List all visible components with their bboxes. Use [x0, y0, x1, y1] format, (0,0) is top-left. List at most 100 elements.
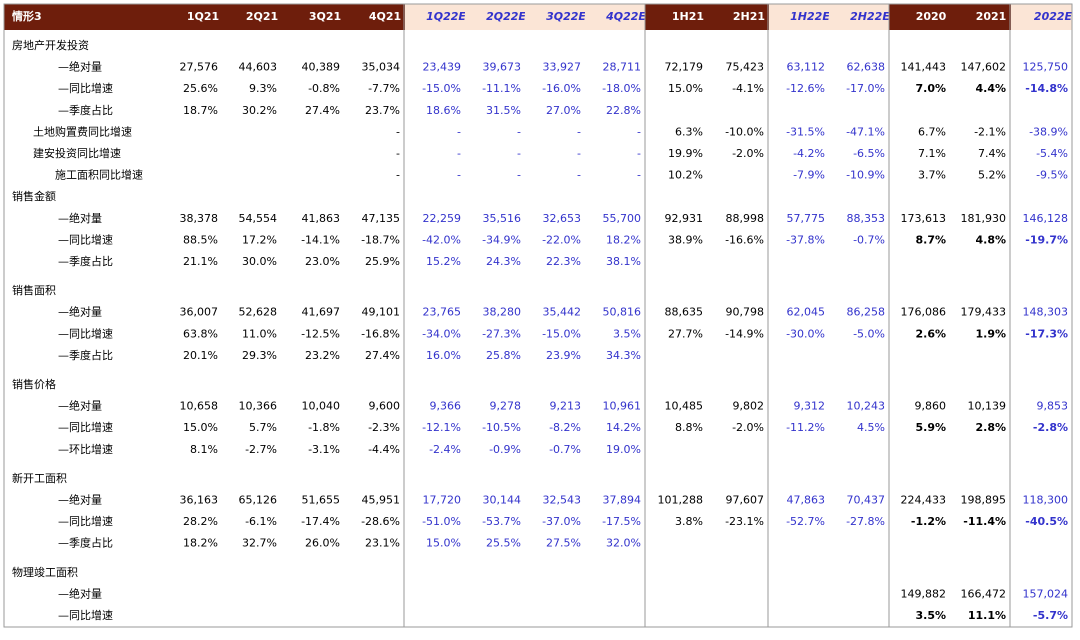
- cell-value: 38,378: [180, 212, 219, 225]
- cell-value: -15.0%: [542, 327, 581, 340]
- cell-value: 30.2%: [242, 104, 277, 117]
- row-label: 销售金额: [12, 189, 56, 203]
- cell-value: 146,128: [1023, 212, 1069, 225]
- cell-value: -2.0%: [732, 421, 764, 434]
- row-label: —环比增速: [58, 442, 113, 456]
- cell-value: 25.5%: [486, 537, 521, 550]
- cell-value: -11.4%: [963, 515, 1006, 528]
- row-label: —同比增速: [58, 81, 113, 95]
- cell-value: 25.9%: [365, 255, 400, 268]
- cell-value: 149,882: [901, 587, 947, 600]
- cell-value: -42.0%: [422, 233, 461, 246]
- cell-value: 55,700: [603, 212, 642, 225]
- cell-value: 19.0%: [606, 443, 641, 456]
- cell-value: -14.9%: [725, 327, 764, 340]
- cell-value: 8.1%: [190, 443, 218, 456]
- cell-value: -34.0%: [422, 327, 461, 340]
- cell-value: -1.8%: [308, 421, 340, 434]
- cell-value: -1.2%: [911, 515, 946, 528]
- forecast-header-cell: [1011, 4, 1072, 30]
- cell-value: -27.3%: [482, 327, 521, 340]
- cell-value: 24.3%: [486, 255, 521, 268]
- cell-value: 176,086: [901, 306, 947, 319]
- cell-value: 50,816: [603, 306, 642, 319]
- cell-value: -4.4%: [368, 443, 400, 456]
- cell-value: -9.5%: [1036, 169, 1068, 182]
- cell-value: 15.0%: [183, 421, 218, 434]
- cell-value: 22.3%: [546, 255, 581, 268]
- cell-value: -6.1%: [245, 515, 277, 528]
- cell-value: 9,312: [794, 400, 826, 413]
- cell-value: -12.5%: [301, 327, 340, 340]
- cell-value: 72,179: [665, 61, 704, 74]
- cell-value: 35,516: [483, 212, 522, 225]
- cell-value: 2.8%: [975, 421, 1006, 434]
- cell-value: -10.5%: [482, 421, 521, 434]
- cell-value: 57,775: [787, 212, 826, 225]
- cell-value: 20.1%: [183, 349, 218, 362]
- cell-value: -: [396, 169, 400, 182]
- cell-value: -17.0%: [846, 82, 885, 95]
- cell-value: 88.5%: [183, 233, 218, 246]
- cell-value: 10,961: [603, 400, 642, 413]
- cell-value: 92,931: [665, 212, 704, 225]
- cell-value: 27,576: [180, 61, 219, 74]
- cell-value: 5.2%: [978, 169, 1006, 182]
- forecast-header-cell: [525, 4, 585, 30]
- column-header: 3Q22E: [546, 10, 586, 23]
- cell-value: 2.6%: [915, 327, 946, 340]
- row-label: —绝对量: [58, 399, 102, 413]
- cell-value: -: [577, 169, 581, 182]
- row-label: 房地产开发投资: [12, 38, 89, 52]
- cell-value: 14.2%: [606, 421, 641, 434]
- cell-value: 5.7%: [249, 421, 277, 434]
- cell-value: 9,860: [915, 400, 947, 413]
- cell-value: -0.9%: [489, 443, 521, 456]
- row-label: —绝对量: [58, 305, 102, 319]
- cell-value: 5.9%: [915, 421, 946, 434]
- cell-value: 3.5%: [613, 327, 641, 340]
- cell-value: 10,485: [665, 400, 704, 413]
- cell-value: 19.9%: [668, 147, 703, 160]
- forecast-header-cell: [769, 4, 829, 30]
- column-header: 4Q21: [369, 10, 401, 23]
- cell-value: -47.1%: [846, 125, 885, 138]
- cell-value: 118,300: [1023, 494, 1069, 507]
- cell-value: 86,258: [847, 306, 886, 319]
- cell-value: 181,930: [961, 212, 1007, 225]
- column-header: 2022E: [1034, 10, 1073, 23]
- cell-value: 10,040: [302, 400, 341, 413]
- cell-value: 32,543: [543, 494, 582, 507]
- cell-value: -15.0%: [422, 82, 461, 95]
- cell-value: 40,389: [302, 61, 341, 74]
- cell-value: -8.2%: [549, 421, 581, 434]
- cell-value: -: [577, 147, 581, 160]
- cell-value: -53.7%: [482, 515, 521, 528]
- table-border: [3, 3, 1073, 628]
- cell-value: 198,895: [961, 494, 1007, 507]
- cell-value: -10.0%: [725, 125, 764, 138]
- forecast-header-cell: [465, 4, 525, 30]
- cell-value: -38.9%: [1029, 125, 1068, 138]
- column-header: 2H21: [733, 10, 765, 23]
- row-label: —同比增速: [58, 326, 113, 340]
- cell-value: -23.1%: [725, 515, 764, 528]
- cell-value: -: [457, 125, 461, 138]
- row-label: —绝对量: [58, 586, 102, 600]
- cell-value: -4.2%: [793, 147, 825, 160]
- cell-value: 10,139: [968, 400, 1007, 413]
- cell-value: -5.0%: [853, 327, 885, 340]
- cell-value: 15.2%: [426, 255, 461, 268]
- cell-value: -0.7%: [853, 233, 885, 246]
- cell-value: 25.8%: [486, 349, 521, 362]
- cell-value: -: [637, 125, 641, 138]
- cell-value: 38.9%: [668, 233, 703, 246]
- row-label: —同比增速: [58, 608, 113, 622]
- cell-value: 39,673: [483, 61, 522, 74]
- cell-value: 88,635: [665, 306, 704, 319]
- cell-value: 41,863: [302, 212, 341, 225]
- cell-value: -18.0%: [602, 82, 641, 95]
- cell-value: 27.5%: [546, 537, 581, 550]
- cell-value: 29.3%: [242, 349, 277, 362]
- cell-value: 10.2%: [668, 169, 703, 182]
